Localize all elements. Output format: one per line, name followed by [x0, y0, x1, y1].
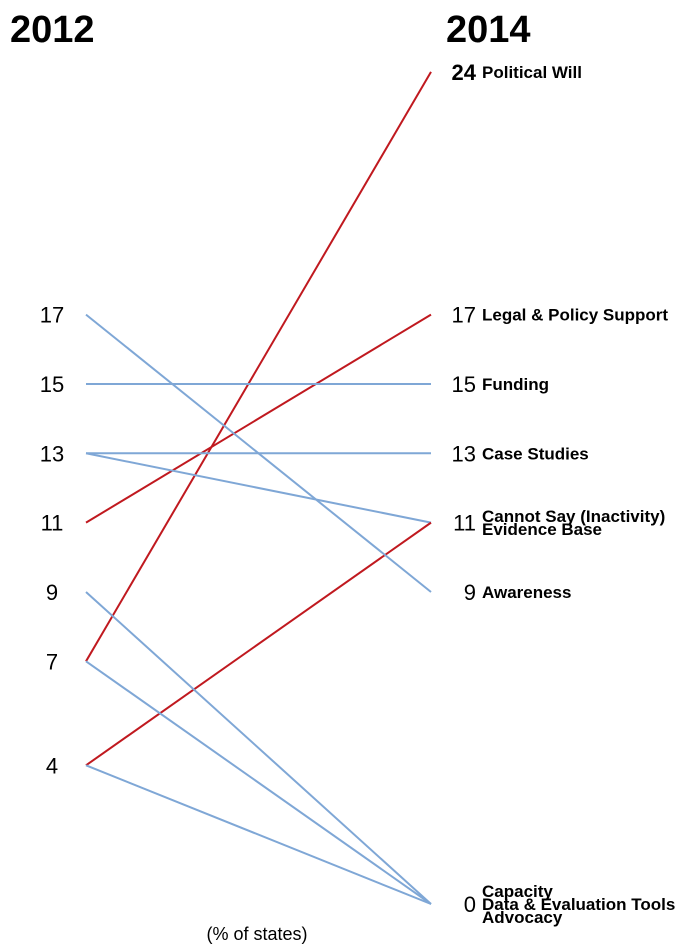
left-value-15: 15: [40, 372, 64, 397]
right-value-15: 15: [452, 372, 476, 397]
category-label-data-and-evaluation-tools: Data & Evaluation Tools: [482, 895, 675, 914]
category-label-advocacy: Advocacy: [482, 908, 563, 927]
category-label-capacity: Capacity: [482, 882, 553, 901]
series-line-capacity: [85, 591, 432, 905]
right-value-labels: 24 Political Will 17 Legal & Policy Support…: [452, 60, 676, 927]
series-lines: [85, 71, 432, 905]
right-value-9: 9: [464, 580, 476, 605]
right-value-17: 17: [452, 303, 476, 328]
right-value-11: 11: [453, 511, 476, 536]
left-value-13: 13: [40, 441, 64, 466]
left-value-17: 17: [40, 303, 64, 328]
series-line-data-and-evaluation-tools: [85, 660, 432, 905]
series-line-awareness: [85, 313, 432, 593]
series-line-evidence-base: [85, 521, 432, 767]
left-value-9: 9: [46, 580, 58, 605]
left-value-7: 7: [46, 649, 58, 674]
category-label-funding: Funding: [482, 375, 549, 394]
category-label-political-will: Political Will: [482, 63, 582, 82]
left-value-labels: 17 15 13 11 9 7 4: [40, 303, 64, 779]
category-label-case-studies: Case Studies: [482, 444, 589, 463]
year-label-2014: 2014: [446, 9, 531, 51]
category-label-awareness: Awareness: [482, 583, 571, 602]
category-label-evidence-base: Evidence Base: [482, 520, 602, 539]
right-value-13: 13: [452, 441, 476, 466]
axis-note: (% of states): [206, 924, 307, 944]
series-line-cannot-say-inactivity: [85, 452, 432, 524]
year-label-2012: 2012: [10, 9, 95, 51]
series-line-advocacy: [85, 764, 432, 905]
category-label-legal-and-policy-support: Legal & Policy Support: [482, 306, 668, 325]
right-value-24: 24: [452, 60, 477, 85]
right-value-0: 0: [464, 892, 476, 917]
series-line-political-will: [85, 71, 432, 662]
category-label-cannot-say-inactivity: Cannot Say (Inactivity): [482, 507, 665, 526]
left-value-11: 11: [41, 511, 64, 536]
left-value-4: 4: [46, 753, 58, 778]
series-line-legal-and-policy-support: [85, 313, 432, 524]
